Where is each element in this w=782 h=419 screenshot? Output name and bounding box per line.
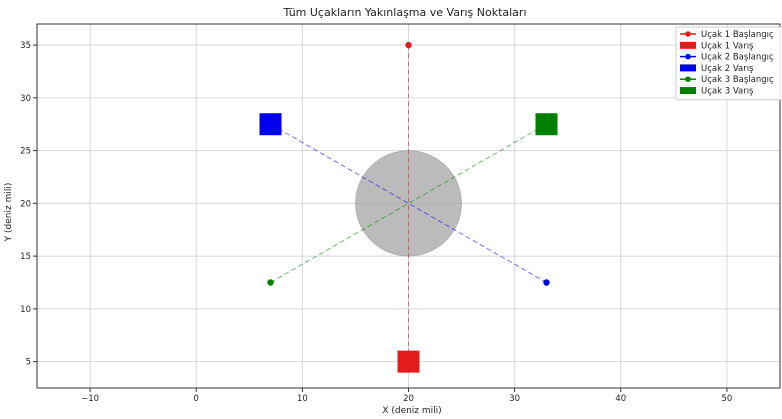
legend-marker-aircraft-1-end	[680, 41, 696, 49]
y-tick-label: 5	[26, 358, 31, 368]
legend-label-aircraft-2-start: Uçak 2 Başlangıç	[701, 53, 774, 63]
plot-area: −10 0 10 20 30 40 50 5 10 15 20 25 30 35	[20, 23, 781, 404]
legend-box	[675, 26, 782, 101]
aircraft-1-start-point	[405, 41, 412, 49]
legend-label-aircraft-3-end: Uçak 3 Varış	[701, 87, 754, 97]
x-axis-label: X (deniz mili)	[382, 406, 441, 416]
y-tick-label: 10	[20, 305, 31, 315]
legend-marker-aircraft-2-end	[680, 64, 696, 72]
legend-label-aircraft-2-end: Uçak 2 Varış	[701, 64, 754, 74]
legend-label-aircraft-1-end: Uçak 1 Varış	[701, 41, 754, 51]
legend-marker-aircraft-3-end	[680, 87, 696, 94]
aircraft-3-path	[270, 123, 547, 283]
y-axis-label: Y (deniz mili)	[4, 183, 14, 243]
x-tick-label: 20	[403, 394, 414, 404]
y-tick-label: 25	[20, 147, 31, 157]
legend-marker-aircraft-3-start	[685, 76, 691, 82]
aircraft-2-end-marker	[259, 113, 282, 136]
y-tick-label: 15	[20, 252, 31, 262]
aircraft-3-start-point	[267, 279, 274, 286]
y-tick-label: 35	[20, 41, 31, 51]
aircraft-2-path	[270, 123, 547, 283]
aircraft-1-end-marker	[397, 350, 420, 373]
legend-marker-aircraft-2-start	[685, 53, 691, 60]
legend-label-aircraft-3-start: Uçak 3 Başlangıç	[701, 75, 774, 85]
x-tick-label: 50	[722, 394, 733, 404]
y-tick-label: 30	[20, 94, 31, 104]
aircraft-2-start-point	[543, 279, 550, 286]
x-tick-label: −10	[81, 394, 99, 404]
x-tick-label: 30	[509, 394, 520, 404]
legend-marker-aircraft-1-start	[685, 31, 691, 37]
aircraft-3-end-marker	[535, 113, 558, 136]
plot-frame	[36, 23, 781, 389]
chart-title: Tüm Uçakların Yakınlaşma ve Varış Noktal…	[282, 6, 526, 19]
x-tick-label: 40	[615, 394, 626, 404]
x-tick-label: 0	[194, 394, 199, 404]
x-tick-label: 10	[297, 394, 308, 404]
y-tick-label: 20	[20, 199, 31, 209]
legend-label-aircraft-1-start: Uçak 1 Başlangıç	[701, 30, 774, 40]
